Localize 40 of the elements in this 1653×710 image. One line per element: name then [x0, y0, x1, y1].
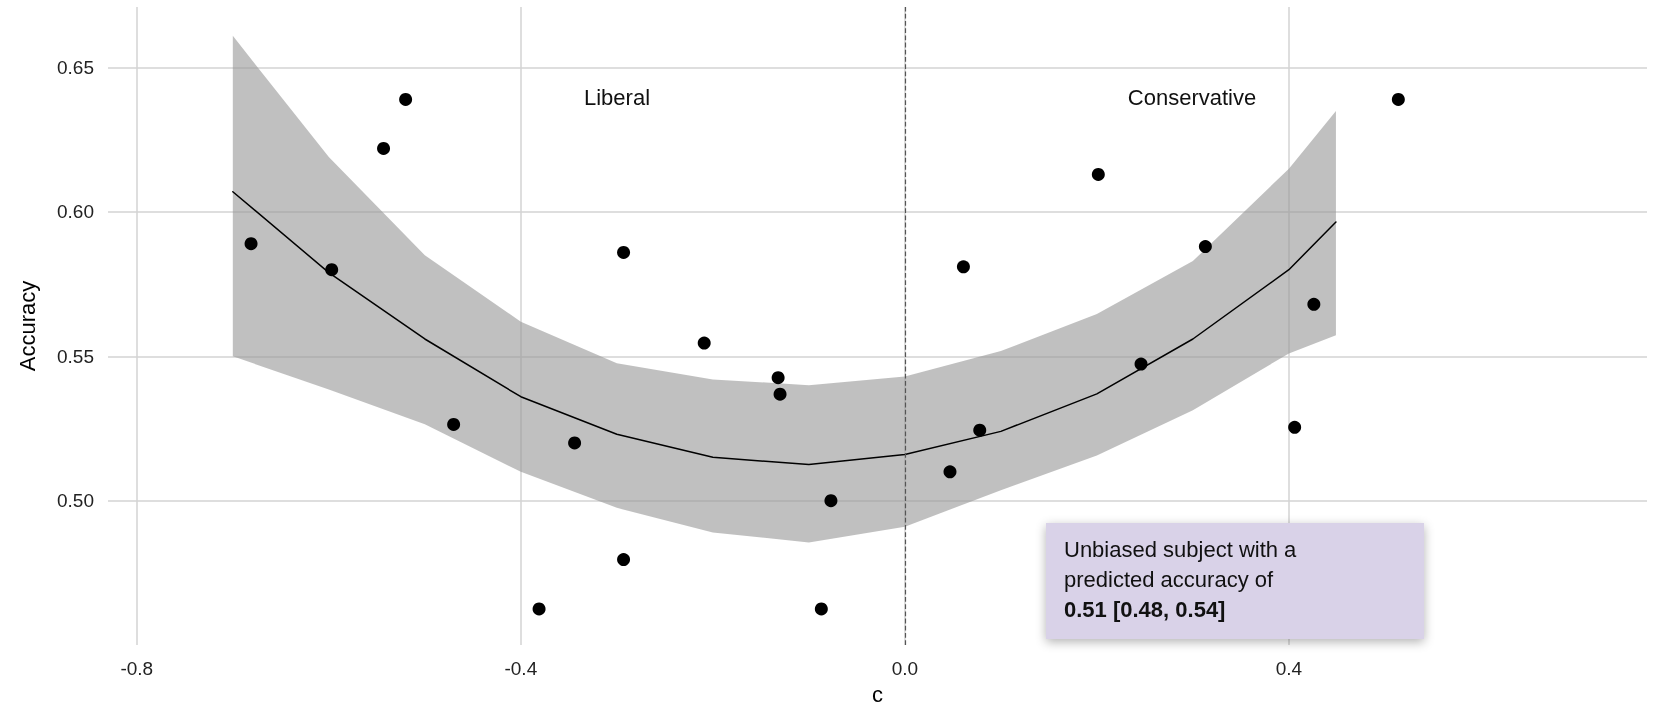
point	[697, 336, 711, 350]
point	[447, 417, 461, 431]
point	[1198, 240, 1212, 254]
point	[943, 465, 957, 479]
point	[244, 237, 258, 251]
x-tick-label: 0.4	[1275, 658, 1303, 679]
point	[814, 602, 828, 616]
point	[568, 436, 582, 450]
point	[1091, 167, 1105, 181]
y-axis-title: Accuracy	[14, 280, 40, 372]
annotation: Unbiased subject with a	[1064, 536, 1298, 564]
point	[956, 260, 970, 274]
point	[773, 387, 787, 401]
y-tick-label: 0.60	[57, 201, 94, 223]
x-tick-label: -0.8	[120, 658, 154, 679]
y-tick-label: 0.50	[57, 490, 94, 512]
y-tick-label: 0.65	[57, 57, 94, 79]
point	[377, 141, 391, 155]
annotation: Conservative	[1127, 84, 1257, 110]
point	[325, 263, 339, 277]
point	[1288, 420, 1302, 434]
note-box: Unbiased subject with a predicted accuracy of 0.51 [0.48, 0.54]	[1046, 523, 1424, 639]
point	[399, 92, 413, 106]
point	[617, 245, 631, 259]
point	[1391, 92, 1405, 106]
point	[1307, 297, 1321, 311]
x-tick-label: -0.4	[504, 658, 538, 679]
x-axis-title: c	[872, 681, 883, 707]
point	[532, 602, 546, 616]
point	[617, 553, 631, 567]
annotation: 0.51 [0.48, 0.54]	[1064, 596, 1227, 624]
annotation: predicted accuracy of	[1064, 566, 1275, 594]
point	[1134, 357, 1148, 371]
annotation: Liberal	[583, 84, 651, 110]
y-tick-label: 0.55	[57, 345, 94, 367]
point	[973, 423, 987, 437]
line-series	[232, 191, 1337, 466]
point	[824, 494, 838, 508]
point	[771, 371, 785, 385]
x-tick-label: 0.0	[891, 658, 919, 679]
